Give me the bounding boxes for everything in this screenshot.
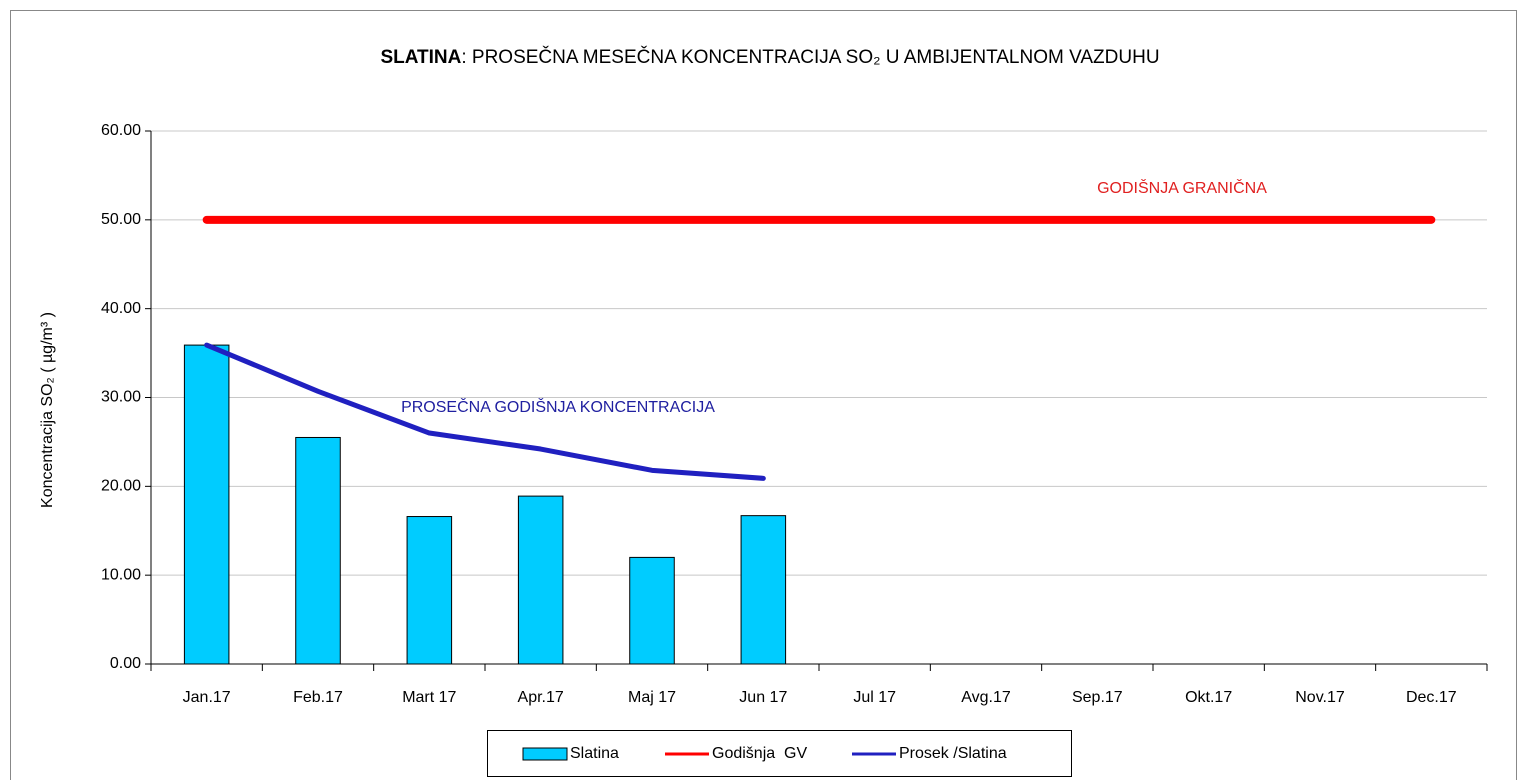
bar [406, 516, 453, 665]
x-tick-label: Okt.17 [1185, 689, 1232, 706]
legend-label: Prosek /Slatina [899, 745, 1007, 762]
y-tick-label: 50.00 [101, 211, 141, 228]
x-tick-label: Sep.17 [1072, 689, 1123, 706]
y-axis-label: Koncentracija SO₂ ( µg/m³ ) [39, 312, 56, 508]
annotation: PROSEČNA GODIŠNJA KONCENTRACIJA [401, 397, 715, 416]
y-tick-label: 20.00 [101, 478, 141, 495]
line [204, 342, 766, 481]
x-tick-label: Jan.17 [183, 689, 231, 706]
x-tick-label: Avg.17 [961, 689, 1011, 706]
annotation: GODIŠNJA GRANIČNA [1097, 178, 1267, 197]
x-tick-label: Apr.17 [518, 689, 564, 706]
x-tick-label: Maj 17 [628, 689, 676, 706]
bar [517, 495, 564, 665]
x-tick-label: Dec.17 [1406, 689, 1457, 706]
legend-label: Godišnja GV [712, 745, 807, 762]
legend-label: Slatina [570, 745, 619, 762]
x-tick-label: Jun 17 [739, 689, 787, 706]
legend-box [487, 730, 1072, 777]
y-tick-label: 0.00 [110, 655, 141, 672]
y-tick-label: 60.00 [101, 122, 141, 139]
bar [740, 515, 787, 665]
y-tick-label: 40.00 [101, 300, 141, 317]
legend-swatch [522, 747, 568, 761]
bar [295, 436, 341, 665]
bar [183, 344, 230, 665]
chart-title: SLATINA: PROSEČNA MESEČNA KONCENTRACIJA … [380, 46, 1159, 68]
x-tick-label: Jul 17 [853, 689, 896, 706]
y-tick-label: 10.00 [101, 566, 141, 583]
chart-border [10, 10, 1517, 780]
bar [629, 556, 675, 665]
y-tick-label: 30.00 [101, 389, 141, 406]
x-tick-label: Mart 17 [402, 689, 456, 706]
x-tick-label: Feb.17 [293, 689, 343, 706]
x-tick-label: Nov.17 [1295, 689, 1345, 706]
